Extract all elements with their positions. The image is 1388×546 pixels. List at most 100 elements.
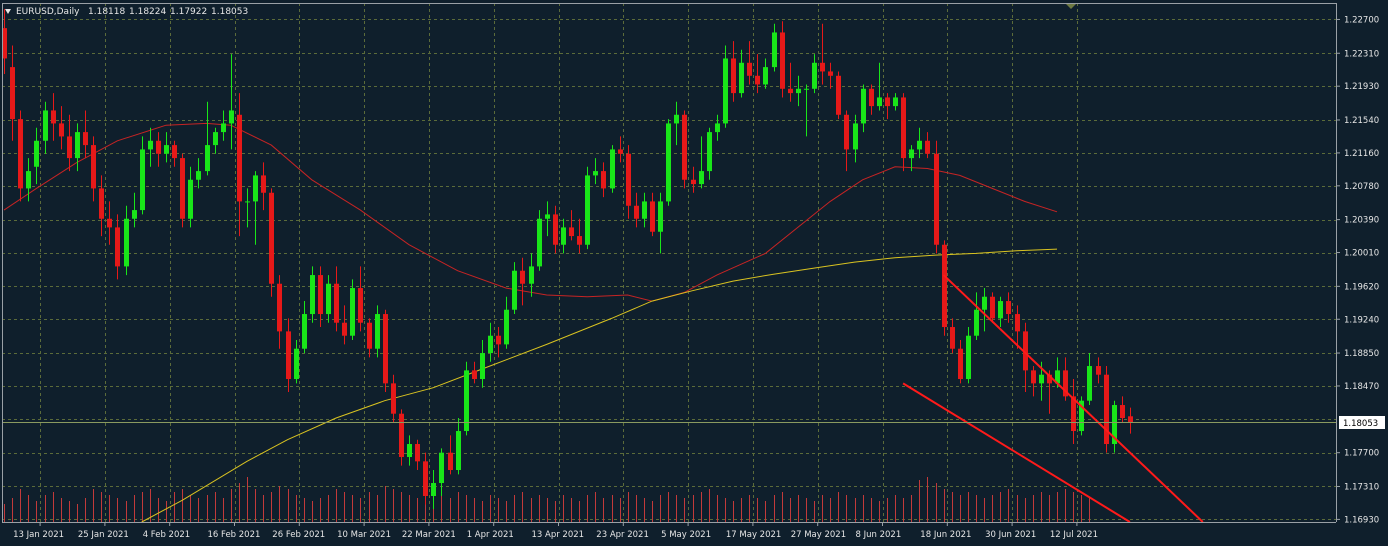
channel-upper-line (942, 274, 1204, 523)
candle-body (1047, 374, 1052, 384)
candle-body (407, 444, 412, 458)
candle-body (601, 171, 606, 189)
candle-body (585, 175, 590, 245)
candle-body (707, 132, 712, 172)
candle-body (1071, 396, 1076, 432)
candle-body (520, 270, 525, 284)
ohlc-high: 1.18224 (129, 7, 166, 17)
chart-header: EURUSD,Daily 1.18118 1.18224 1.17922 1.1… (5, 7, 248, 17)
candle-body (18, 119, 23, 189)
x-tick-label: 22 Mar 2021 (402, 530, 456, 540)
candle-body (1063, 370, 1068, 397)
ma-fast-line (3, 122, 1058, 302)
candle-body (836, 75, 841, 115)
candle-body (342, 322, 347, 336)
candle-body (99, 188, 104, 219)
candle-body (269, 192, 274, 284)
candle-body (1112, 405, 1117, 445)
candle-body (59, 123, 64, 137)
x-tick-label: 4 Feb 2021 (143, 530, 191, 540)
candle-body (164, 145, 169, 154)
candle-body (423, 461, 428, 497)
candle-body (391, 383, 396, 414)
candle-body (261, 175, 266, 193)
candle-body (909, 149, 914, 159)
candle-body (180, 158, 185, 219)
candle-body (2, 28, 7, 59)
chart-shift-marker-icon[interactable] (1066, 4, 1076, 9)
x-tick-label: 18 Jun 2021 (920, 530, 971, 540)
candle-body (91, 145, 96, 189)
candle-body (626, 153, 631, 206)
candle-body (553, 214, 558, 245)
collapse-triangle-icon[interactable] (5, 9, 11, 14)
candle-body (205, 145, 210, 172)
candle-body (934, 153, 939, 245)
candle-body (504, 309, 509, 345)
candle-body (529, 266, 534, 284)
candle-body (213, 132, 218, 146)
candle-body (10, 67, 15, 120)
y-tick-label: 1.18850 (1344, 349, 1379, 359)
candle-body (472, 370, 477, 380)
candle-body (682, 114, 687, 180)
candle-body (982, 296, 987, 310)
candle-body (731, 58, 736, 94)
candle-body (358, 288, 363, 323)
candle-body (1031, 370, 1036, 384)
y-tick-label: 1.16930 (1344, 515, 1379, 525)
candle-body (26, 171, 31, 189)
candle-body (1120, 405, 1125, 419)
candle-body (221, 123, 226, 133)
candle-body (318, 275, 323, 315)
candle-body (1096, 366, 1101, 375)
candle-body (156, 140, 161, 154)
trend-channel[interactable] (902, 274, 1204, 523)
candle-body (334, 283, 339, 323)
x-tick-label: 27 May 2021 (791, 530, 846, 540)
x-tick-label: 5 May 2021 (661, 530, 711, 540)
candle-body (140, 149, 145, 211)
candle-body (642, 201, 647, 219)
candle-body (877, 97, 882, 107)
candle-body (691, 179, 696, 185)
axes: 1.22700 1.22310 1.21930 1.21540 1.21160 1.207… (2, 3, 1379, 540)
x-tick-label: 16 Feb 2021 (208, 530, 261, 540)
candle-body (853, 123, 858, 150)
candle-body (796, 88, 801, 94)
candle-body (966, 335, 971, 380)
candle-body (277, 283, 282, 332)
y-tick-label: 1.17700 (1344, 449, 1379, 459)
candle-body (577, 236, 582, 245)
candle-body (448, 452, 453, 471)
candle-body (942, 244, 947, 328)
candle-body (196, 171, 201, 180)
channel-lower-line (902, 382, 1131, 523)
x-tick-label: 1 Apr 2021 (467, 530, 514, 540)
candle-body (861, 88, 866, 124)
candle-body (739, 62, 744, 94)
candle-body (950, 327, 955, 349)
x-tick-label: 13 Jan 2021 (13, 530, 64, 540)
candle-body (488, 335, 493, 354)
candle-body (901, 97, 906, 159)
y-tick-label: 1.20780 (1344, 182, 1379, 192)
y-tick-label: 1.21540 (1344, 116, 1379, 126)
candle-body (43, 110, 48, 141)
y-tick-label: 1.21930 (1344, 82, 1379, 92)
candle-body (820, 62, 825, 72)
candle-body (763, 67, 768, 85)
candle-body (772, 32, 777, 68)
candle-body (415, 444, 420, 462)
candle-body (456, 431, 461, 471)
candle-body (75, 132, 80, 159)
candle-body (124, 218, 129, 267)
candle-body (1104, 374, 1109, 445)
candle-body (399, 413, 404, 458)
candle-body (1087, 366, 1092, 401)
candle-body (51, 110, 56, 124)
candle-body (253, 175, 258, 202)
